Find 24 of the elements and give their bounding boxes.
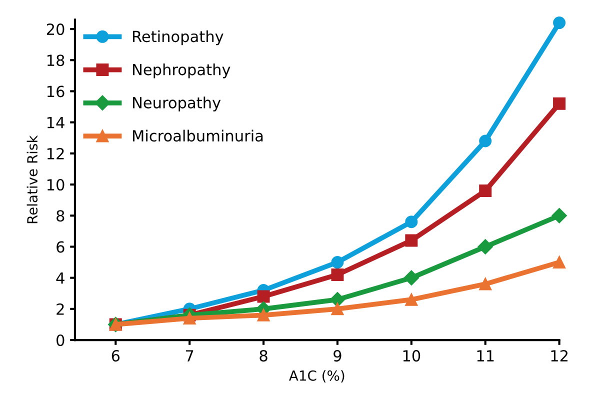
x-tick-label: 7 [186, 350, 194, 362]
x-tick-label: 12 [551, 350, 568, 362]
y-tick-label: 0 [56, 334, 64, 346]
x-tick-label: 11 [477, 350, 494, 362]
y-tick-label: 20 [46, 23, 64, 36]
y-tick-label: 14 [47, 116, 64, 128]
x-tick-label: 6 [112, 350, 120, 362]
y-axis-title: Relative Risk [26, 135, 38, 224]
x-tick-label: 8 [260, 350, 268, 362]
legend-label: Neuropathy [132, 96, 221, 112]
y-tick-label: 8 [56, 210, 64, 222]
x-tick-label: 9 [334, 350, 342, 362]
y-tick-label: 6 [56, 241, 64, 253]
x-axis-title: A1C (%) [289, 370, 344, 382]
legend-label: Nephropathy [132, 64, 230, 78]
y-tick-label: 2 [56, 303, 64, 315]
y-tick-label: 10 [47, 178, 64, 191]
x-tick-label: 10 [403, 350, 420, 362]
y-tick-label: 4 [56, 272, 64, 284]
y-tick-label: 12 [47, 148, 64, 160]
y-tick-label: 18 [47, 54, 64, 66]
legend-label: Microalbuminuria [132, 130, 263, 142]
legend-label: Retinopathy [132, 30, 224, 46]
y-tick-label: 16 [47, 86, 64, 98]
